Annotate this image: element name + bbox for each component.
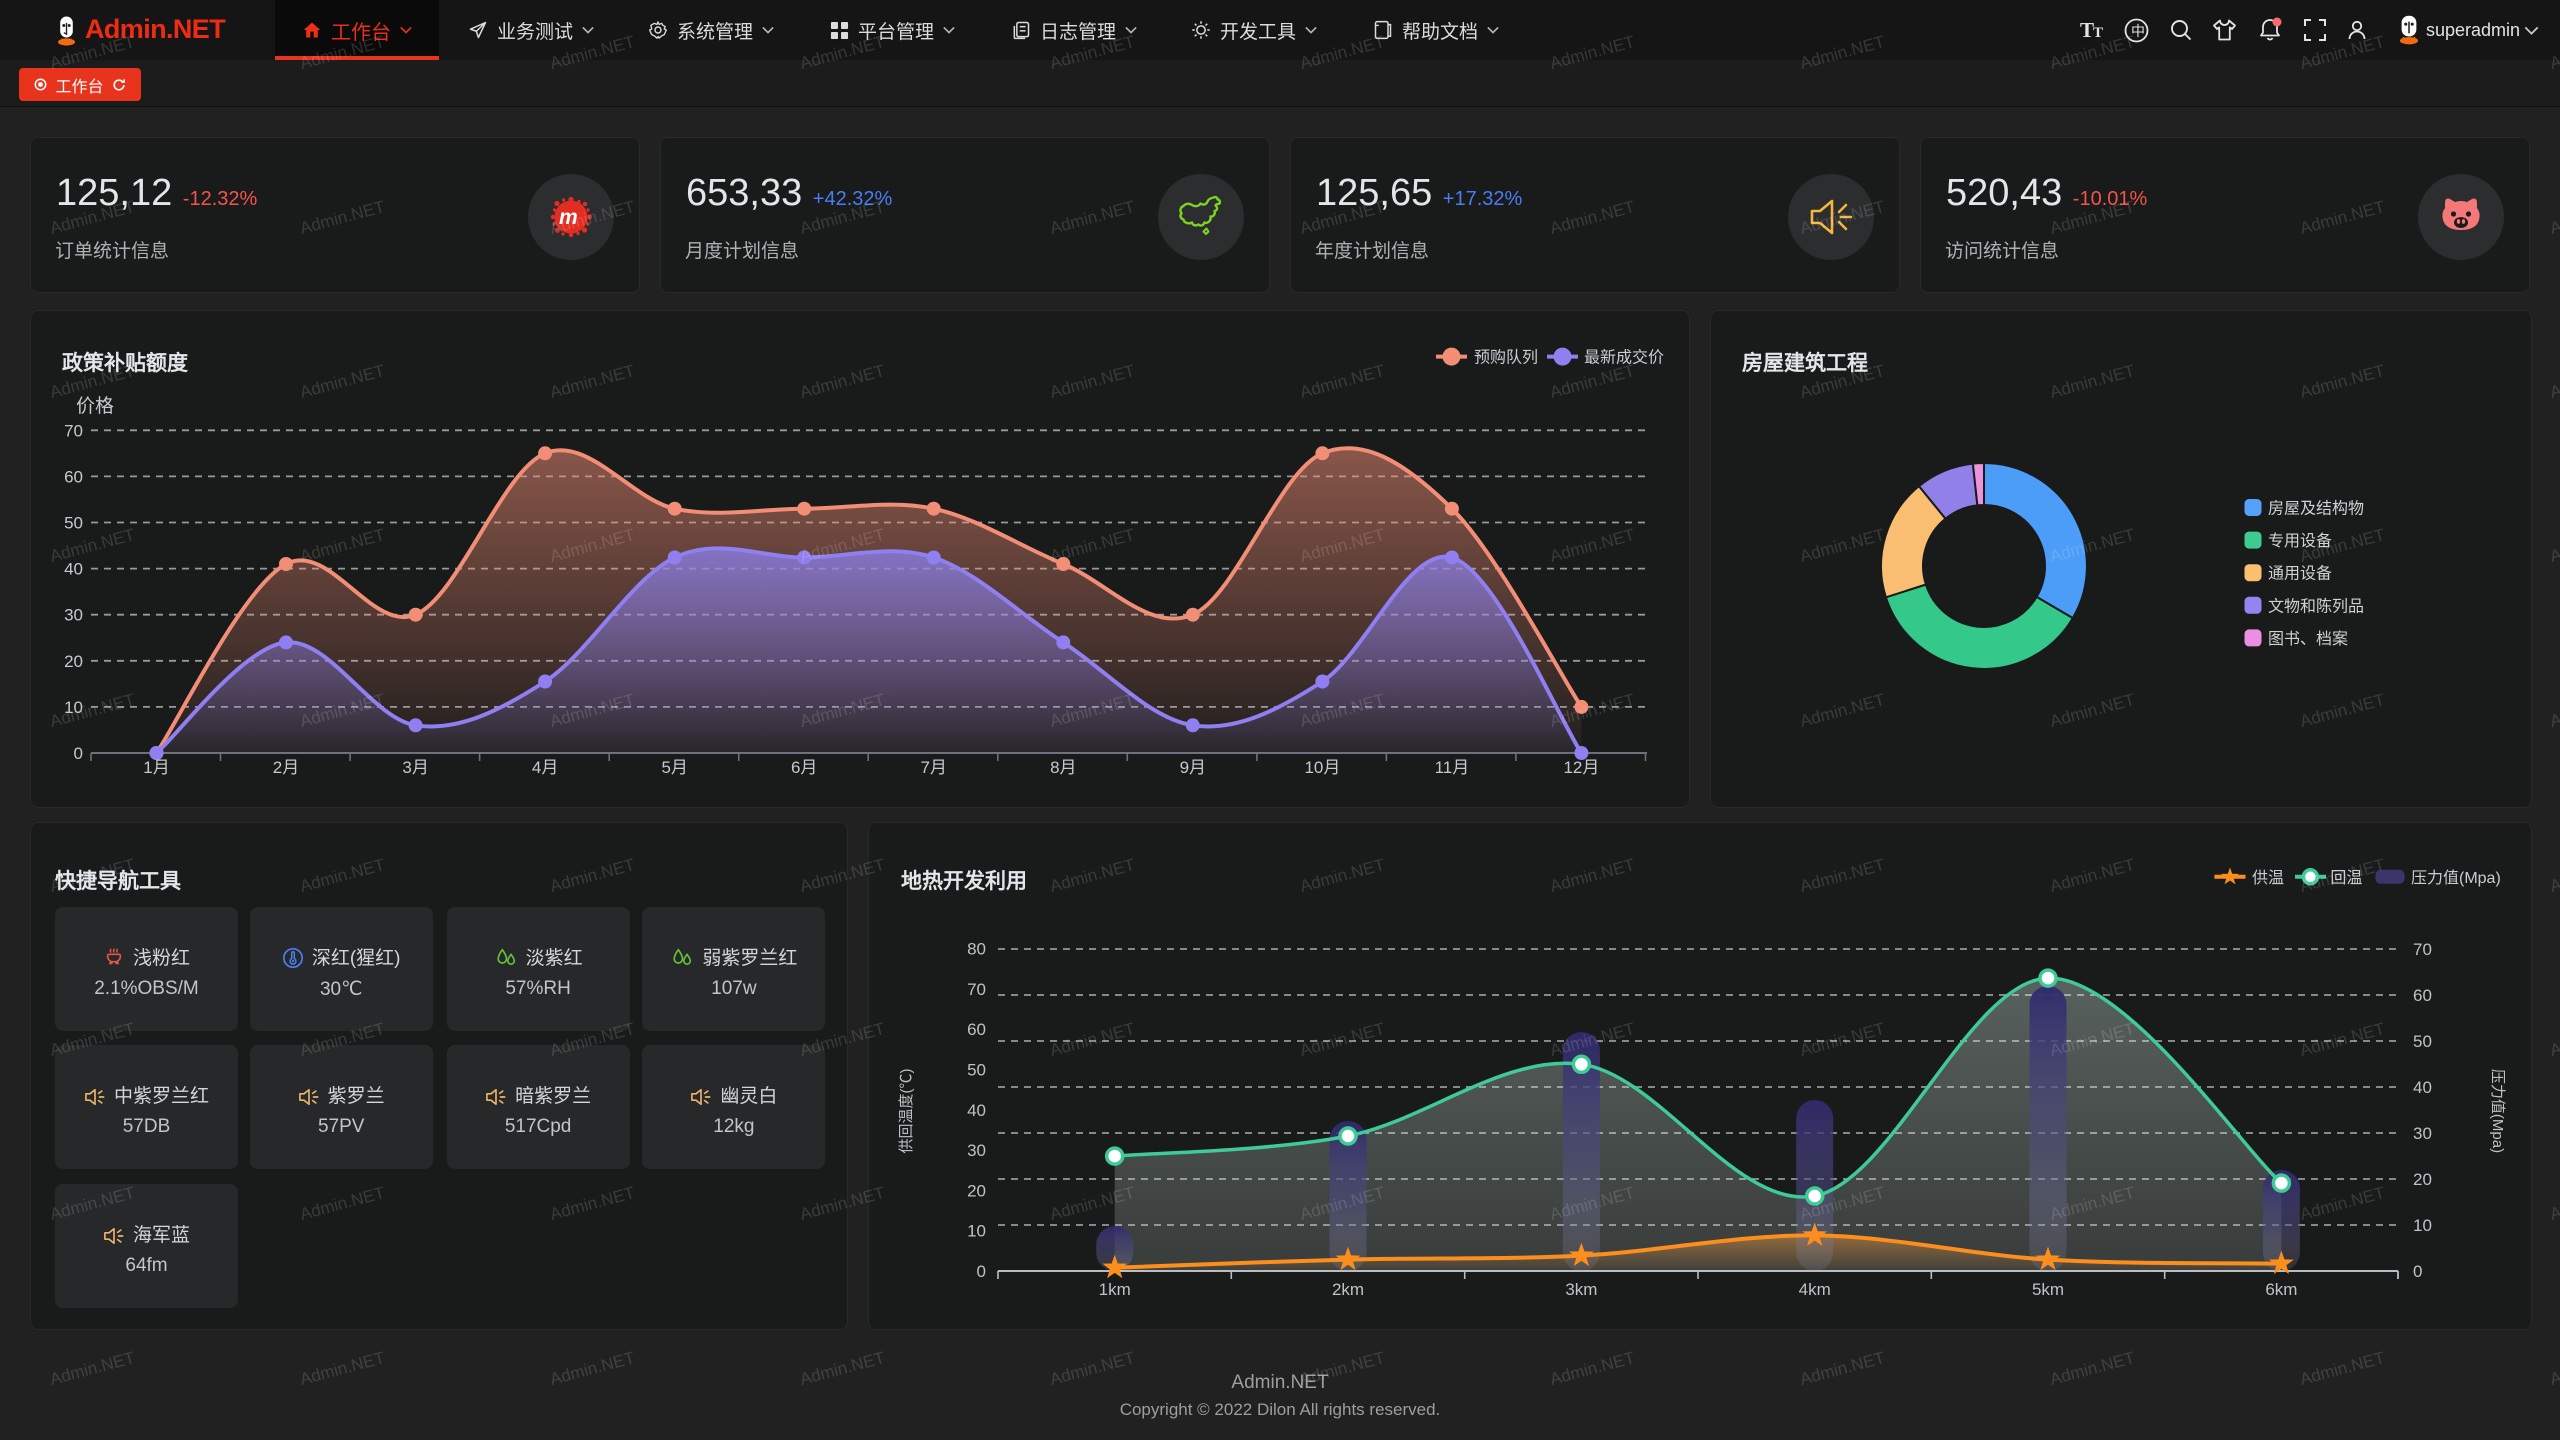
svg-text:2月: 2月 [273,758,299,777]
svg-text:70: 70 [967,980,986,999]
svg-text:1月: 1月 [143,758,169,777]
svg-text:m: m [559,206,578,229]
svg-text:价格: 价格 [76,395,114,417]
svg-text:3km: 3km [1565,1280,1597,1299]
svg-text:房屋及结构物: 房屋及结构物 [2268,500,2364,518]
svg-text:30: 30 [2413,1124,2432,1143]
svg-text:10: 10 [967,1222,986,1241]
svg-text:压力值(Mpa): 压力值(Mpa) [2411,869,2501,887]
svg-text:20: 20 [2413,1170,2432,1189]
svg-text:3月: 3月 [402,758,428,777]
svg-text:通用设备: 通用设备 [2268,565,2332,583]
svg-text:50: 50 [967,1061,986,1080]
svg-text:T: T [2093,25,2103,41]
svg-text:11月: 11月 [1435,758,1470,777]
svg-text:0: 0 [74,744,83,763]
svg-text:5月: 5月 [661,758,687,777]
svg-text:70: 70 [64,421,83,440]
svg-text:30: 30 [967,1141,986,1160]
svg-text:80: 80 [967,940,986,959]
svg-text:50: 50 [2413,1032,2432,1051]
svg-text:预购队列: 预购队列 [1474,349,1538,367]
svg-text:供回温度(℃): 供回温度(℃) [898,1069,915,1154]
svg-text:40: 40 [2413,1078,2432,1097]
svg-text:T: T [2080,18,2094,42]
svg-text:60: 60 [64,467,83,486]
svg-text:5km: 5km [2032,1280,2064,1299]
svg-text:12月: 12月 [1563,758,1599,777]
svg-text:20: 20 [967,1181,986,1200]
svg-text:60: 60 [2413,986,2432,1005]
svg-text:40: 40 [967,1101,986,1120]
svg-text:10月: 10月 [1304,758,1340,777]
svg-text:4月: 4月 [532,758,558,777]
svg-text:中: 中 [2131,23,2145,39]
svg-text:9月: 9月 [1180,758,1206,777]
svg-text:0: 0 [2413,1262,2422,1281]
svg-text:图书、档案: 图书、档案 [2268,630,2348,648]
svg-text:40: 40 [64,560,83,579]
svg-text:10: 10 [64,698,83,717]
svg-text:7月: 7月 [920,758,946,777]
svg-text:8月: 8月 [1050,758,1076,777]
svg-text:文物和陈列品: 文物和陈列品 [2268,597,2364,615]
svg-text:回温: 回温 [2330,869,2362,887]
svg-text:4km: 4km [1799,1280,1831,1299]
svg-text:0: 0 [977,1262,986,1281]
svg-text:20: 20 [64,652,83,671]
svg-text:2km: 2km [1332,1280,1364,1299]
svg-text:1km: 1km [1099,1280,1131,1299]
svg-text:30: 30 [64,606,83,625]
svg-text:最新成交价: 最新成交价 [1584,349,1664,367]
svg-text:压力值(Mpa): 压力值(Mpa) [2489,1069,2506,1153]
svg-text:60: 60 [967,1020,986,1039]
svg-text:6km: 6km [2265,1280,2297,1299]
svg-text:50: 50 [64,514,83,533]
svg-text:专用设备: 专用设备 [2268,532,2332,550]
svg-text:供温: 供温 [2252,869,2284,887]
svg-text:70: 70 [2413,940,2432,959]
svg-text:10: 10 [2413,1216,2432,1235]
svg-text:6月: 6月 [791,758,817,777]
